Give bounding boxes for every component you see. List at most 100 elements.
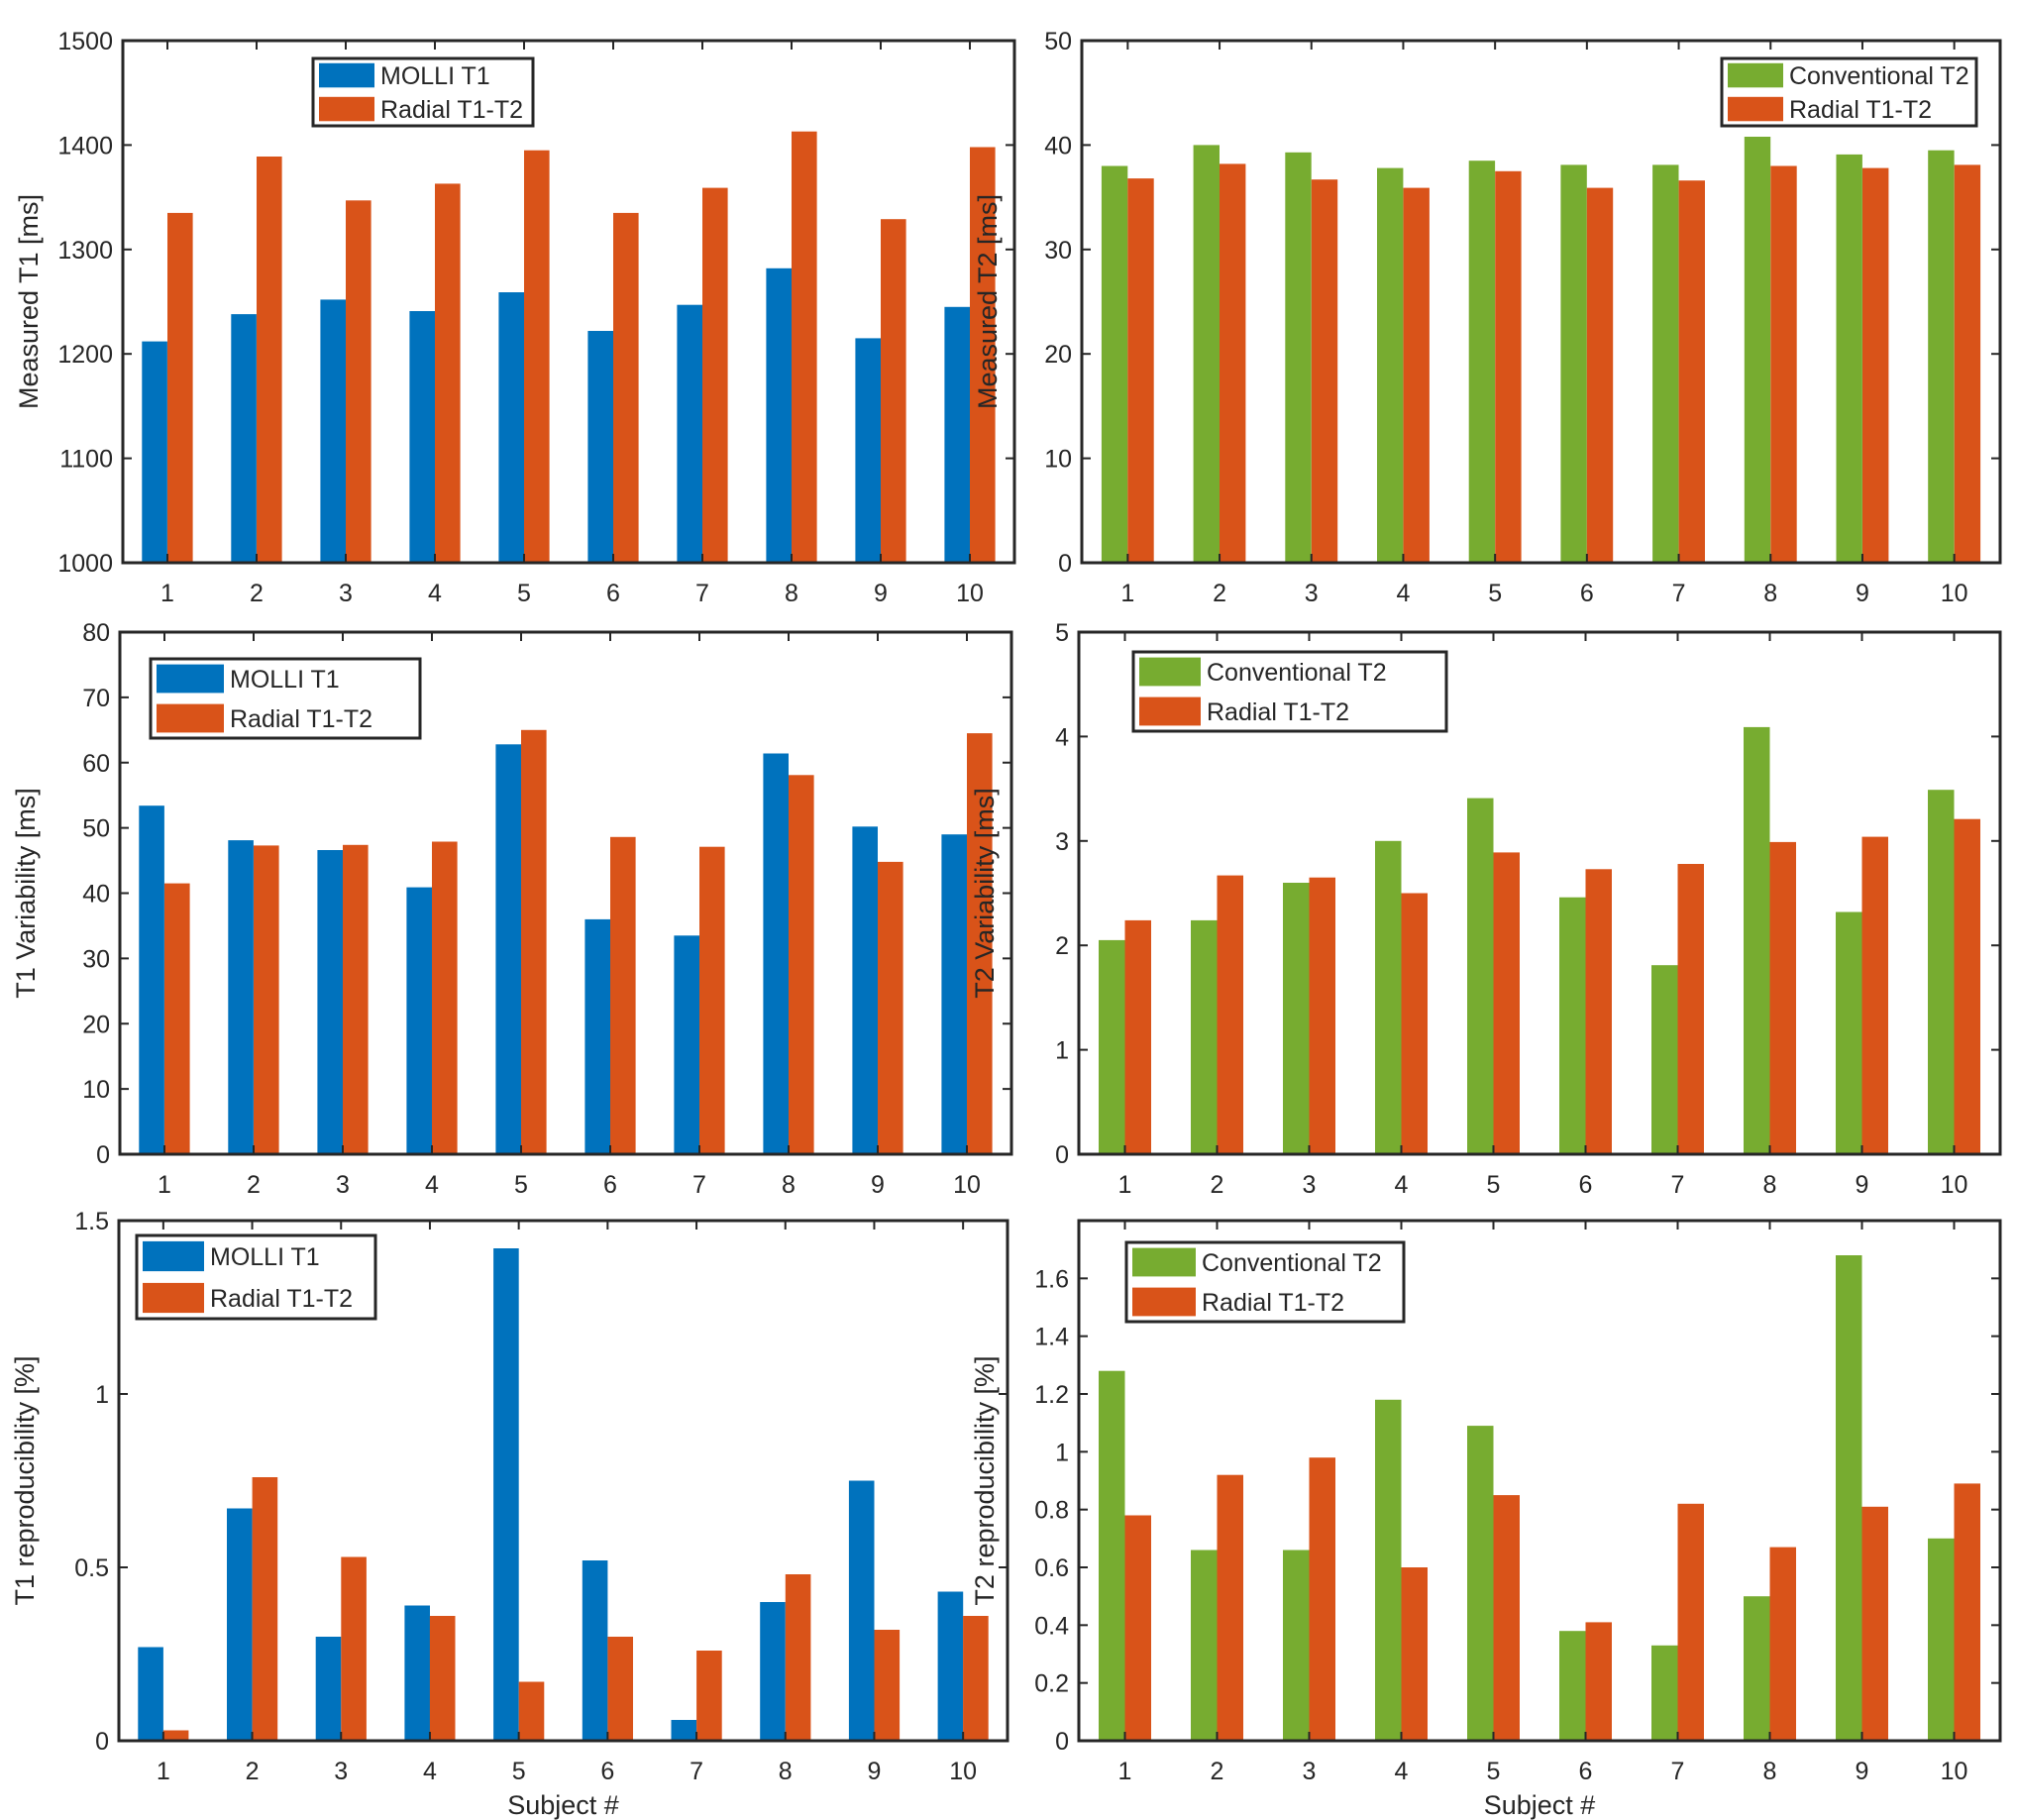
bar-radial-subject-6 bbox=[613, 212, 639, 563]
x-tick-label: 2 bbox=[246, 1758, 260, 1785]
x-tick-label: 8 bbox=[785, 580, 798, 607]
y-tick-label: 1100 bbox=[59, 446, 113, 474]
bar-conventional-subject-1 bbox=[1099, 939, 1125, 1154]
x-tick-label: 9 bbox=[1856, 580, 1869, 607]
bar-radial-subject-3 bbox=[1309, 877, 1335, 1154]
bar-radial-subject-7 bbox=[699, 846, 725, 1154]
bar-radial-subject-2 bbox=[252, 1477, 278, 1741]
y-tick-label: 3 bbox=[1055, 828, 1069, 856]
legend-label: MOLLI T1 bbox=[380, 62, 490, 90]
bar-radial-subject-4 bbox=[429, 1616, 456, 1741]
bar-conventional-subject-9 bbox=[1836, 1255, 1862, 1741]
bar-radial-subject-7 bbox=[702, 187, 728, 563]
bar-radial-subject-1 bbox=[167, 212, 193, 563]
legend-label: MOLLI T1 bbox=[210, 1243, 320, 1271]
bar-molli-subject-9 bbox=[855, 338, 881, 563]
x-tick-label: 3 bbox=[1303, 1171, 1317, 1199]
legend-swatch-molli bbox=[143, 1240, 204, 1272]
x-tick-label: 8 bbox=[1763, 1171, 1777, 1199]
legend-swatch-radial bbox=[1132, 1287, 1196, 1317]
y-tick-label: 0 bbox=[96, 1141, 110, 1169]
bar-radial-subject-8 bbox=[789, 775, 814, 1154]
bar-conventional-subject-10 bbox=[1928, 1538, 1955, 1741]
bar-conventional-subject-7 bbox=[1651, 965, 1678, 1154]
bar-radial-subject-5 bbox=[524, 150, 550, 563]
legend: MOLLI T1 Radial T1-T2 bbox=[149, 657, 422, 740]
bar-radial-subject-1 bbox=[1127, 178, 1154, 563]
bar-molli-subject-10 bbox=[937, 1591, 964, 1741]
bar-radial-subject-8 bbox=[1770, 165, 1797, 563]
bar-radial-subject-2 bbox=[1220, 163, 1246, 563]
x-tick-label: 1 bbox=[1118, 1758, 1132, 1785]
bar-radial-subject-8 bbox=[792, 131, 817, 563]
legend-swatch-conventional bbox=[1139, 657, 1201, 687]
bar-molli-subject-3 bbox=[315, 1637, 342, 1741]
bar-conventional-subject-5 bbox=[1467, 1426, 1494, 1741]
bar-radial-subject-3 bbox=[341, 1556, 367, 1741]
x-tick-label: 6 bbox=[1579, 1171, 1593, 1199]
bar-radial-subject-10 bbox=[1954, 818, 1980, 1154]
y-tick-label: 80 bbox=[82, 619, 110, 647]
x-tick-label: 7 bbox=[695, 580, 709, 607]
series-first bbox=[139, 744, 967, 1154]
x-tick-label: 2 bbox=[1211, 1758, 1224, 1785]
bar-molli-subject-2 bbox=[227, 1508, 253, 1741]
x-tick-label: 10 bbox=[953, 1171, 981, 1199]
bar-radial-subject-2 bbox=[1217, 1474, 1243, 1741]
legend-label: MOLLI T1 bbox=[230, 666, 340, 694]
x-tick-label: 6 bbox=[1580, 580, 1594, 607]
y-axis-label: T2 Variability [ms] bbox=[970, 788, 1000, 999]
legend-label: Radial T1-T2 bbox=[380, 96, 523, 124]
legend-label: Radial T1-T2 bbox=[210, 1285, 353, 1313]
bar-radial-subject-3 bbox=[346, 200, 372, 564]
legend-swatch-radial bbox=[1139, 696, 1201, 726]
x-tick-label: 7 bbox=[1672, 580, 1686, 607]
legend-swatch-radial bbox=[143, 1282, 204, 1314]
bar-molli-subject-7 bbox=[671, 1720, 697, 1741]
bar-conventional-subject-10 bbox=[1928, 790, 1955, 1154]
y-tick-label: 0.2 bbox=[1034, 1670, 1069, 1698]
x-tick-label: 4 bbox=[425, 1171, 439, 1199]
y-tick-label: 40 bbox=[1044, 132, 1072, 160]
bar-radial-subject-6 bbox=[610, 836, 636, 1154]
y-axis-label: T2 reproducibility [%] bbox=[970, 1355, 1000, 1605]
bar-conventional-subject-5 bbox=[1467, 798, 1494, 1154]
bar-radial-subject-6 bbox=[607, 1637, 633, 1741]
bar-radial-subject-2 bbox=[257, 157, 282, 563]
series-second bbox=[1124, 818, 1980, 1154]
legend-swatch-conventional bbox=[1728, 62, 1783, 88]
chart-panel-t1-reproducibility: 0 0.5 1 1.5 1 2 3 4 5 6 7 8 9 10 T1 reproducibility [%… bbox=[10, 1208, 1009, 1820]
bar-radial-subject-10 bbox=[1954, 164, 1981, 563]
x-tick-label: 1 bbox=[1120, 580, 1134, 607]
bar-molli-subject-4 bbox=[409, 311, 435, 563]
x-tick-label: 3 bbox=[1303, 1758, 1317, 1785]
bar-radial-subject-4 bbox=[1401, 1567, 1428, 1741]
bar-conventional-subject-7 bbox=[1652, 164, 1679, 563]
x-tick-label: 4 bbox=[1396, 580, 1410, 607]
bar-radial-subject-7 bbox=[1677, 864, 1704, 1154]
legend-swatch-conventional bbox=[1132, 1247, 1196, 1277]
x-tick-label: 3 bbox=[334, 1758, 348, 1785]
y-tick-label: 0 bbox=[95, 1728, 109, 1756]
bar-molli-subject-2 bbox=[231, 314, 257, 563]
legend-label: Conventional T2 bbox=[1202, 1249, 1382, 1277]
x-tick-label: 5 bbox=[1487, 1758, 1501, 1785]
x-tick-label: 4 bbox=[1395, 1171, 1409, 1199]
bar-radial-subject-10 bbox=[967, 733, 993, 1154]
bar-radial-subject-5 bbox=[521, 729, 547, 1154]
bar-conventional-subject-2 bbox=[1191, 919, 1218, 1154]
x-tick-label: 3 bbox=[339, 580, 353, 607]
y-tick-label: 5 bbox=[1055, 619, 1069, 647]
y-axis-label: Measured T1 [ms] bbox=[14, 194, 44, 409]
bar-radial-subject-9 bbox=[1862, 167, 1889, 563]
x-tick-label: 2 bbox=[1211, 1171, 1224, 1199]
x-tick-label: 9 bbox=[874, 580, 888, 607]
x-tick-label: 10 bbox=[1941, 580, 1968, 607]
legend-swatch-molli bbox=[157, 664, 224, 694]
axes-box bbox=[117, 1219, 1009, 1743]
bar-radial-subject-9 bbox=[874, 1630, 901, 1741]
bar-radial-subject-7 bbox=[696, 1651, 722, 1741]
x-tick-label: 3 bbox=[1305, 580, 1319, 607]
bar-radial-subject-8 bbox=[1769, 841, 1796, 1154]
